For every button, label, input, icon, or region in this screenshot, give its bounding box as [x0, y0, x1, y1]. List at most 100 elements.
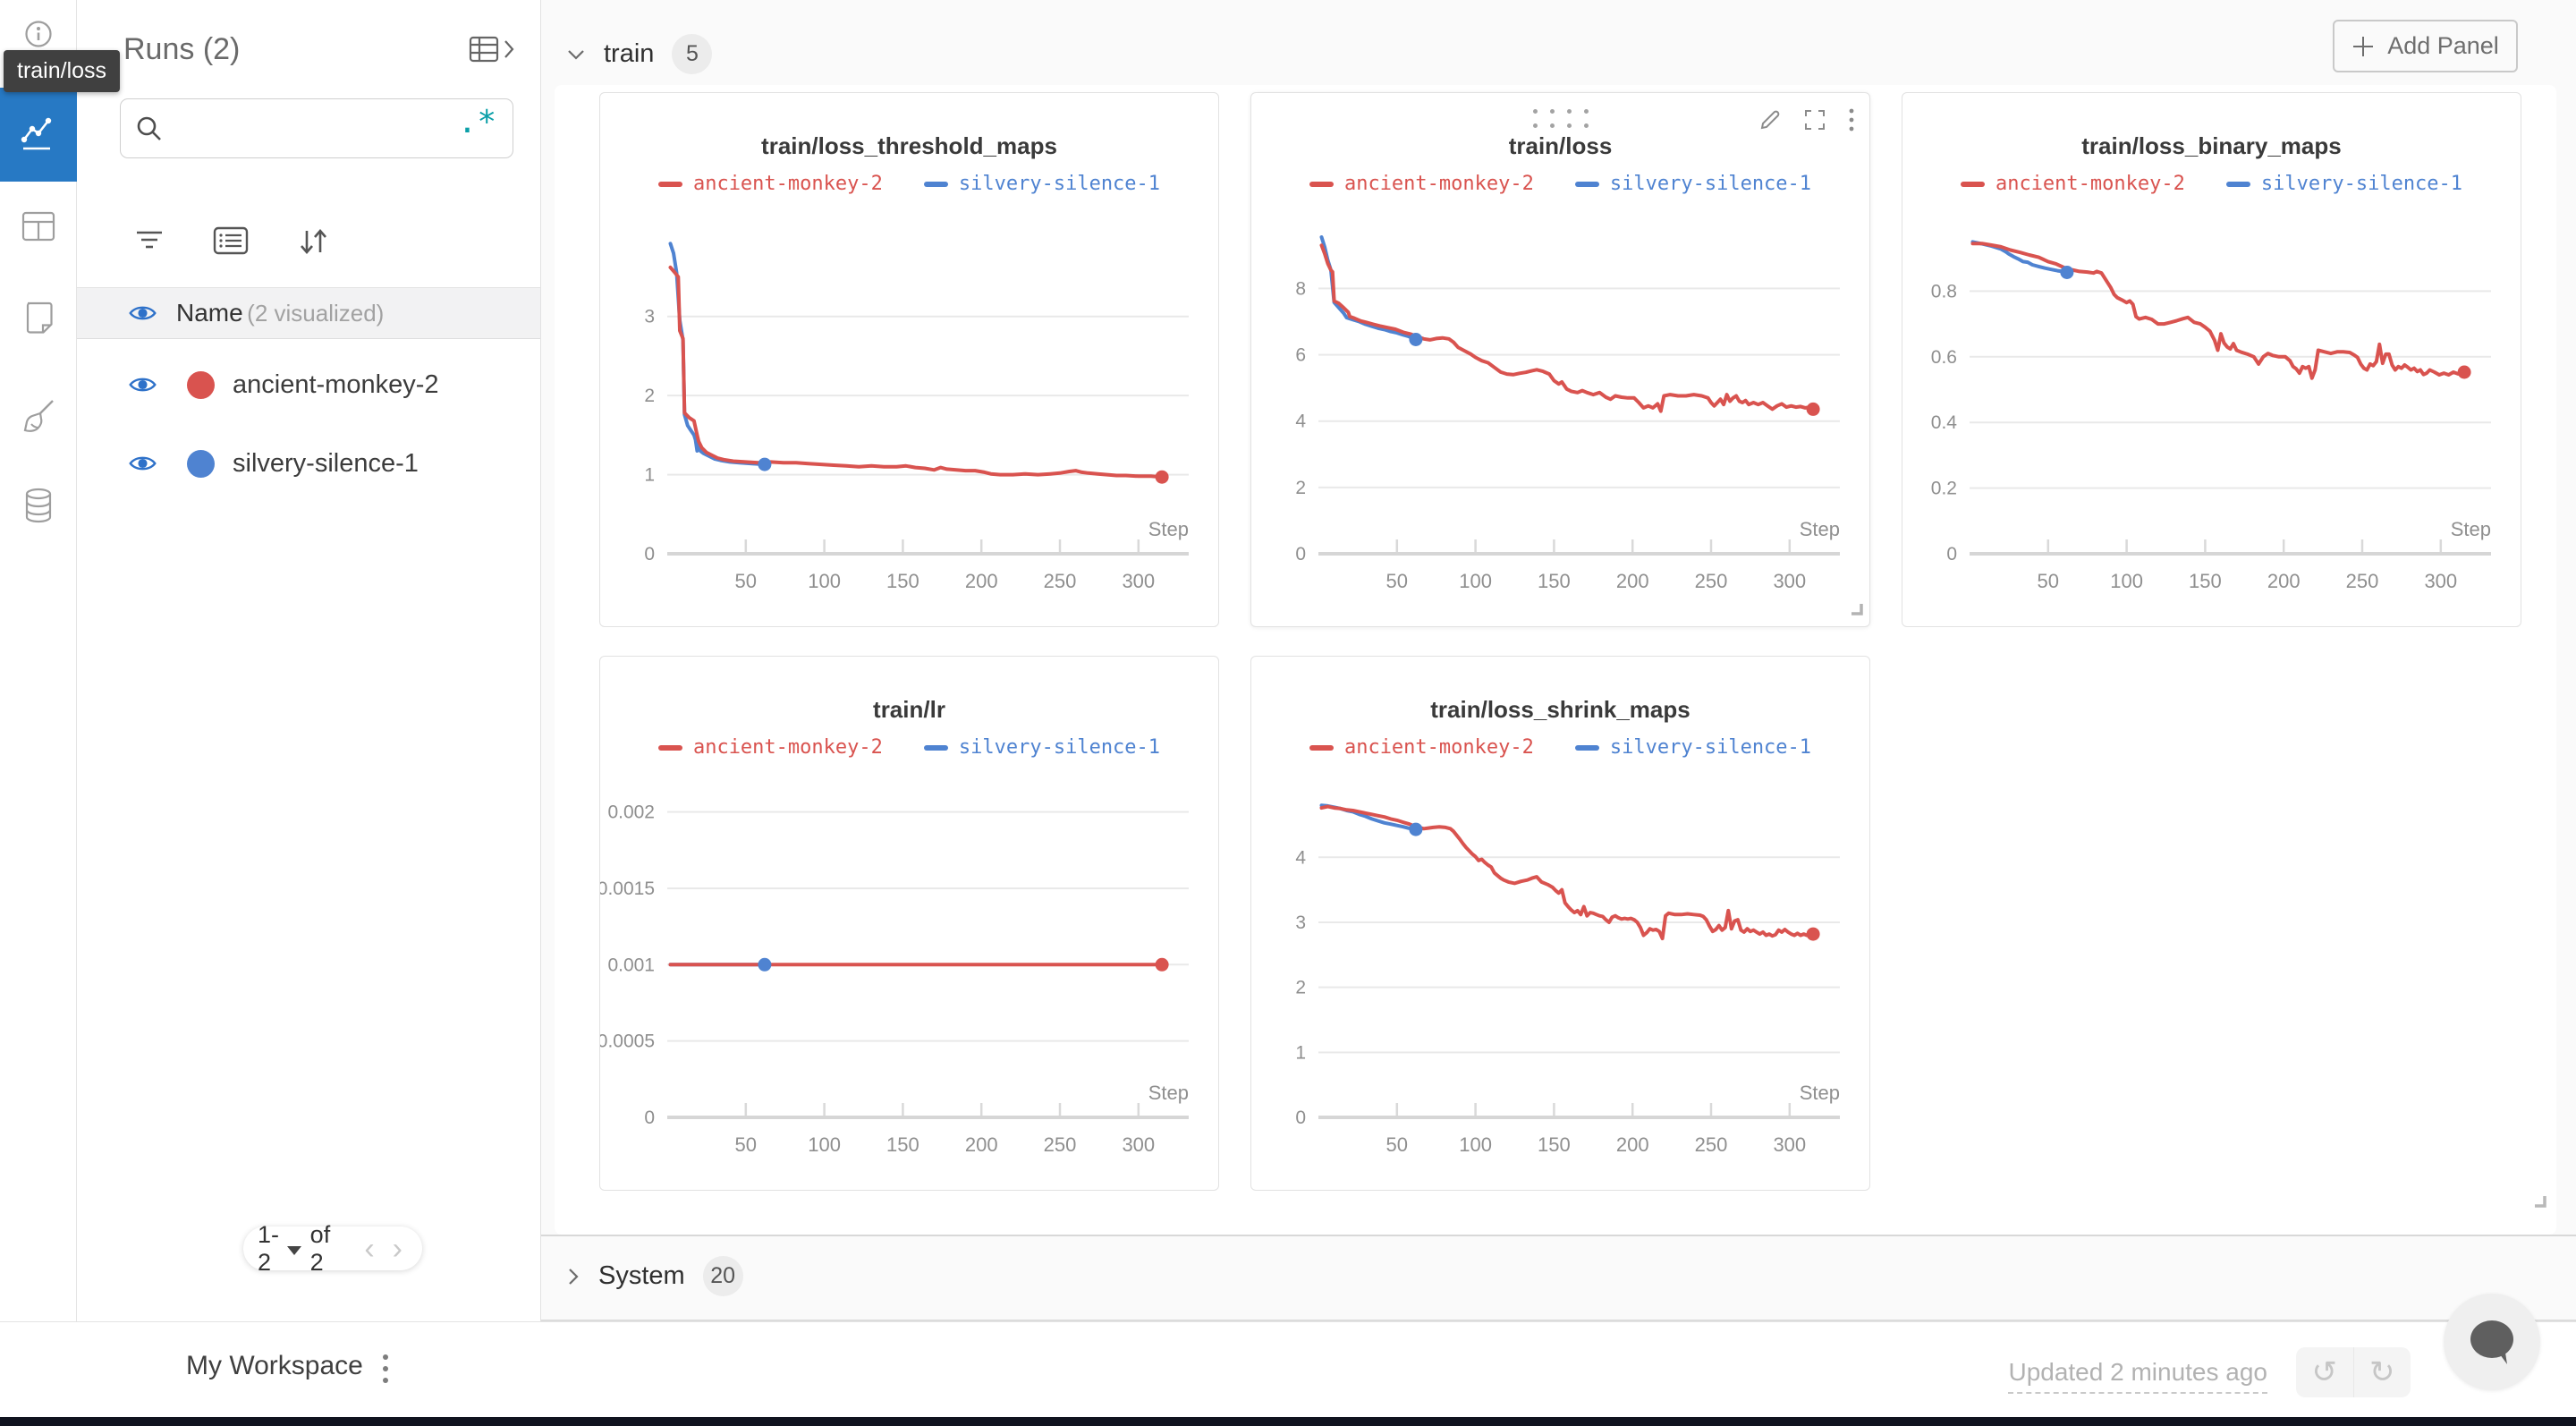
system-section-header[interactable]: System 20 — [566, 1256, 743, 1296]
workspace-kebab-menu[interactable] — [376, 1351, 395, 1387]
page-total-label: of 2 — [309, 1220, 331, 1276]
workspace-title: My Workspace — [186, 1351, 363, 1380]
fullscreen-icon[interactable] — [1803, 108, 1826, 132]
run-color-dot[interactable] — [187, 449, 215, 478]
artifacts-database-icon[interactable] — [0, 483, 77, 528]
add-panel-button[interactable]: Add Panel — [2333, 20, 2518, 72]
workspace-footer: My Workspace Updated 2 minutes ago ↺ ↻ — [0, 1294, 2576, 1417]
info-icon[interactable] — [0, 13, 77, 55]
legend-item[interactable]: ancient-monkey-2 — [657, 736, 883, 759]
page-range-dropdown[interactable]: 1-2 — [258, 1221, 303, 1277]
svg-text:50: 50 — [1386, 570, 1408, 592]
tooltip: train/loss — [4, 50, 121, 92]
svg-text:0.8: 0.8 — [1931, 281, 1957, 301]
svg-text:250: 250 — [2346, 570, 2379, 592]
undo-button[interactable]: ↺ — [2296, 1347, 2354, 1397]
chat-button[interactable] — [2444, 1294, 2540, 1390]
eye-icon[interactable] — [129, 375, 157, 395]
svg-text:0.0005: 0.0005 — [600, 1031, 655, 1052]
screen-edge-strip — [0, 1417, 2576, 1426]
legend-item[interactable]: ancient-monkey-2 — [1309, 173, 1534, 195]
chart-plot: 0 2 4 6 8 50 100 150 200 250 300 Step — [1295, 235, 1840, 592]
run-color-dot[interactable] — [187, 370, 215, 399]
column-name-label: Name — [176, 299, 243, 327]
svg-text:0: 0 — [1295, 544, 1306, 564]
chart-plot: 0 1 2 3 4 50 100 150 200 250 300 Step — [1295, 803, 1840, 1156]
legend-item[interactable]: ancient-monkey-2 — [1960, 173, 2185, 195]
legend-dash-icon — [657, 181, 682, 187]
run-search-input[interactable] — [174, 115, 456, 142]
svg-text:200: 200 — [2267, 570, 2301, 592]
svg-text:150: 150 — [1538, 1133, 1571, 1156]
legend-item[interactable]: silvery-silence-1 — [923, 173, 1160, 195]
expand-runs-table-button[interactable] — [469, 36, 515, 63]
legend-dash-icon — [923, 181, 948, 187]
chart-panel[interactable]: train/loss_binary_maps ancient-monkey-2 s… — [1902, 92, 2521, 627]
eye-icon[interactable] — [129, 303, 157, 323]
legend-item[interactable]: ancient-monkey-2 — [657, 173, 883, 195]
run-name: ancient-monkey-2 — [233, 369, 439, 399]
svg-text:50: 50 — [2038, 570, 2059, 592]
train-section-header[interactable]: train 5 — [566, 34, 713, 74]
chart-panel[interactable]: train/lr ancient-monkey-2 silvery-silence… — [599, 656, 1219, 1191]
section-resize-handle[interactable] — [2532, 1193, 2547, 1213]
run-row[interactable]: silvery-silence-1 — [77, 435, 540, 492]
svg-text:300: 300 — [1122, 570, 1155, 592]
legend-item[interactable]: silvery-silence-1 — [1574, 736, 1811, 759]
workspace-charts-icon[interactable] — [0, 88, 77, 182]
last-updated-label[interactable]: Updated 2 minutes ago — [2008, 1358, 2267, 1394]
svg-text:250: 250 — [1695, 1133, 1728, 1156]
eye-icon[interactable] — [129, 454, 157, 473]
svg-text:250: 250 — [1044, 1133, 1077, 1156]
svg-text:150: 150 — [886, 1133, 919, 1156]
legend-dash-icon — [657, 744, 682, 751]
legend-item[interactable]: silvery-silence-1 — [1574, 173, 1811, 195]
panel-resize-handle[interactable] — [1849, 601, 1864, 621]
panel-title: train/loss — [1508, 132, 1613, 159]
panel-legend: ancient-monkey-2 silvery-silence-1 — [600, 736, 1218, 759]
run-list-header[interactable]: Name (2 visualized) — [77, 288, 540, 339]
svg-text:250: 250 — [1044, 570, 1077, 592]
reports-icon[interactable] — [0, 295, 77, 340]
run-search-box: .* — [120, 98, 513, 158]
run-row[interactable]: ancient-monkey-2 — [77, 356, 540, 413]
drag-handle-icon[interactable] — [1532, 109, 1589, 128]
regex-toggle[interactable]: .* — [457, 103, 496, 140]
panels-workspace: train 5 Add Panel train/loss_threshold_m… — [541, 0, 2576, 1321]
svg-text:100: 100 — [2110, 570, 2143, 592]
divider — [77, 287, 540, 288]
chevron-down-icon — [568, 49, 584, 60]
kebab-menu-icon[interactable] — [1848, 107, 1855, 132]
chart-panel[interactable]: train/loss ancient-monkey-2 silvery-silen… — [1250, 92, 1870, 627]
chart-panel[interactable]: train/loss_shrink_maps ancient-monkey-2 s… — [1250, 656, 1870, 1191]
svg-text:200: 200 — [965, 570, 998, 592]
panel-title: train/loss_shrink_maps — [1430, 696, 1690, 723]
legend-dash-icon — [1574, 181, 1599, 187]
group-list-icon[interactable] — [213, 225, 249, 262]
chart-plot: 0 0.2 0.4 0.6 0.8 50 100 150 200 250 300 Step — [1931, 240, 2491, 592]
svg-text:200: 200 — [1616, 1133, 1649, 1156]
filter-icon[interactable] — [132, 225, 166, 262]
chart-panel[interactable]: train/loss_threshold_maps ancient-monkey… — [599, 92, 1219, 627]
sweeps-broom-icon[interactable] — [0, 394, 77, 438]
redo-button[interactable]: ↻ — [2369, 1355, 2395, 1389]
svg-text:0.6: 0.6 — [1931, 347, 1957, 368]
sort-icon[interactable] — [295, 225, 331, 262]
visualized-count-label: (2 visualized) — [247, 300, 385, 327]
prev-page-button[interactable]: ‹ — [364, 1231, 375, 1266]
svg-text:2: 2 — [1295, 478, 1306, 498]
legend-item[interactable]: ancient-monkey-2 — [1309, 736, 1534, 759]
panel-title: train/lr — [873, 696, 945, 723]
legend-dash-icon — [1960, 181, 1985, 187]
search-icon — [137, 116, 161, 140]
svg-text:0: 0 — [644, 544, 655, 564]
legend-dash-icon — [1574, 744, 1599, 751]
legend-item[interactable]: silvery-silence-1 — [923, 736, 1160, 759]
next-page-button[interactable]: › — [392, 1231, 402, 1266]
edit-panel-icon[interactable] — [1758, 108, 1782, 132]
runs-table-icon[interactable] — [0, 204, 77, 249]
divider — [541, 1320, 2576, 1321]
section-label: train — [604, 39, 655, 68]
legend-item[interactable]: silvery-silence-1 — [2225, 173, 2462, 195]
svg-text:3: 3 — [644, 307, 655, 327]
